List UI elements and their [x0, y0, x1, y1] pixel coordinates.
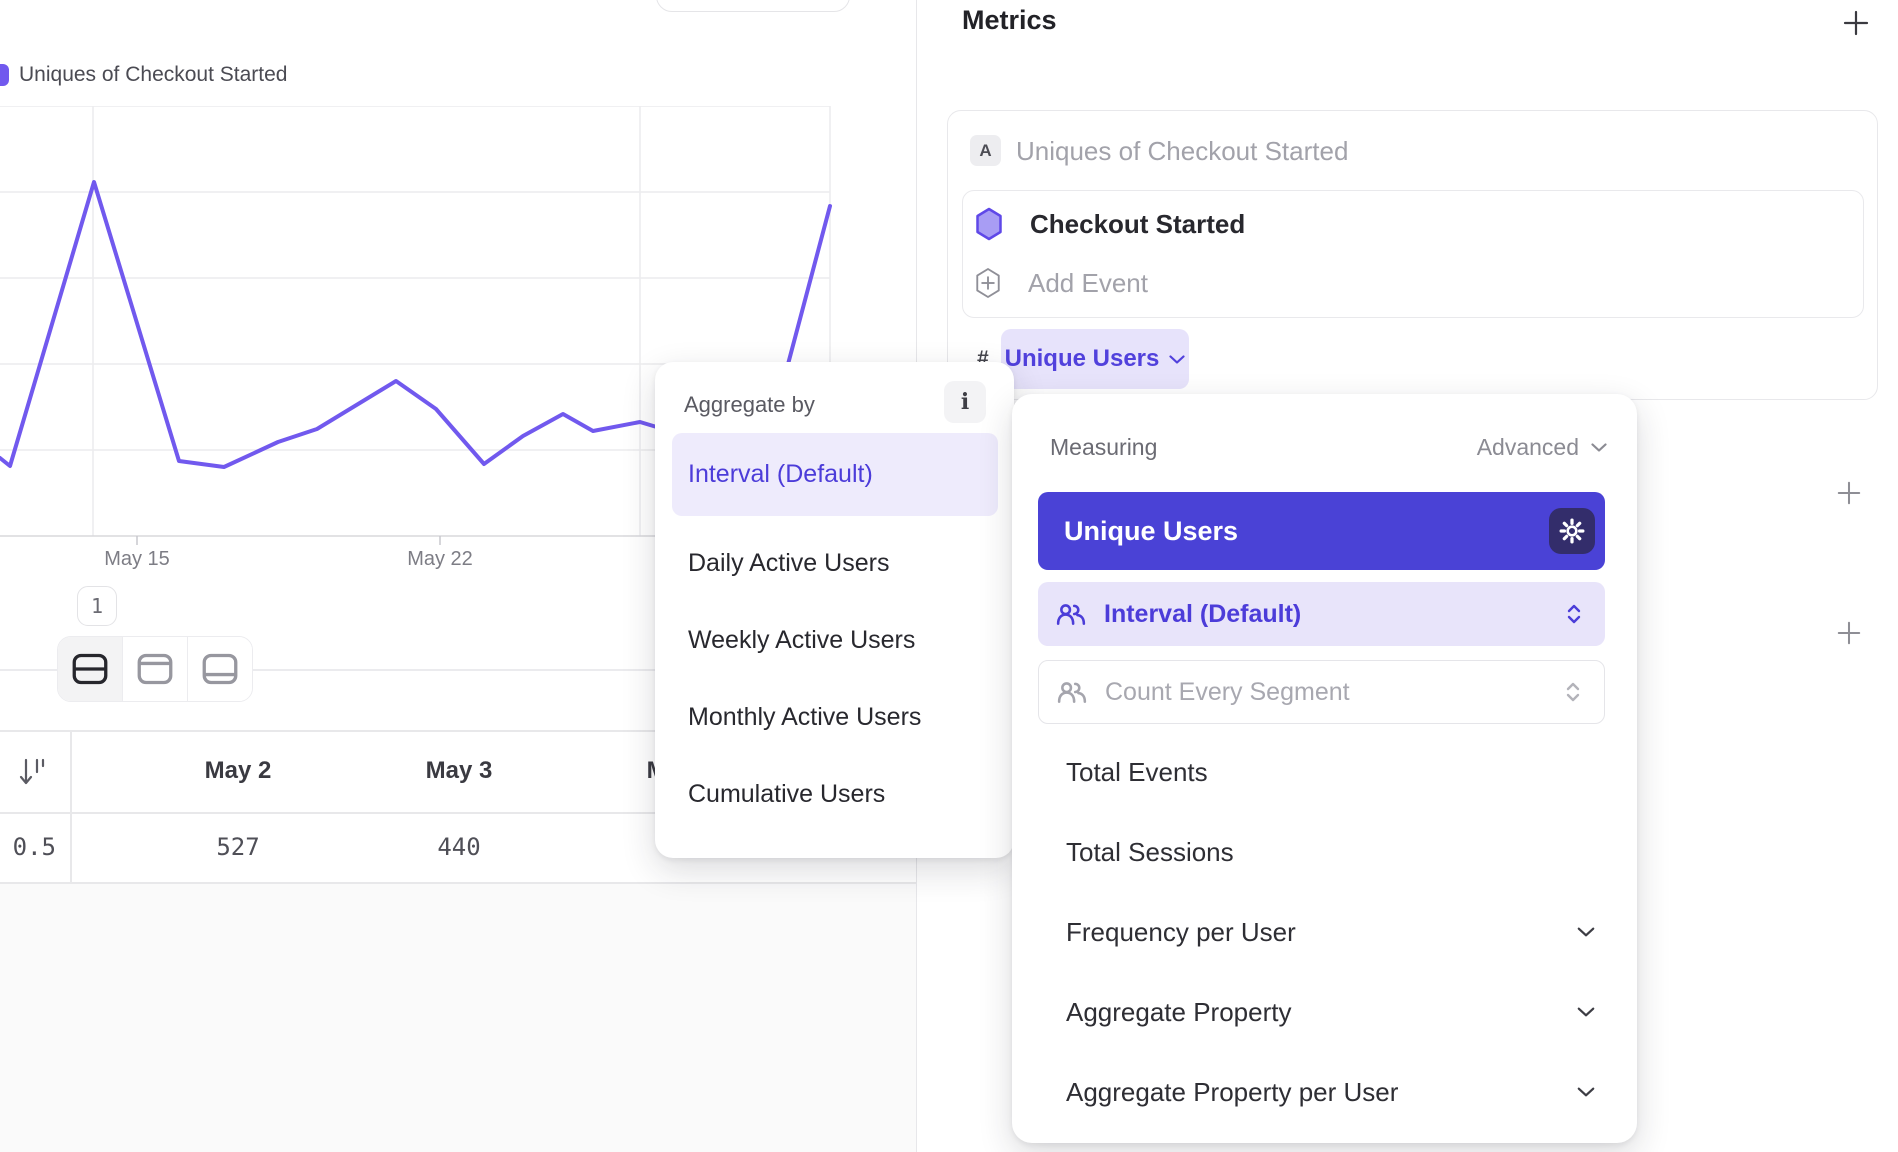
option-label: Total Sessions: [1066, 836, 1234, 867]
plus-icon: [1837, 621, 1861, 645]
toolbar-button-fragment[interactable]: [656, 0, 850, 12]
legend-label: Uniques of Checkout Started: [19, 63, 288, 86]
measuring-title: Measuring: [1050, 434, 1158, 460]
aggregate-option-mau[interactable]: Monthly Active Users: [688, 703, 922, 731]
aggregate-by-title: Aggregate by: [684, 392, 815, 417]
event-list-card: [962, 190, 1864, 318]
gear-icon: [1559, 518, 1585, 544]
chevron-down-icon: [1577, 1007, 1595, 1017]
table-top-border: [0, 730, 916, 732]
plus-icon: [1843, 10, 1869, 36]
measure-option-total-events[interactable]: Total Events: [1012, 732, 1637, 812]
option-label: Total Events: [1066, 756, 1208, 787]
info-button[interactable]: i: [944, 381, 986, 423]
table-frozen-divider: [70, 730, 72, 883]
aggregate-option-dau[interactable]: Daily Active Users: [688, 549, 890, 577]
metric-name-input[interactable]: Uniques of Checkout Started: [1016, 136, 1349, 166]
table-sort-button[interactable]: [16, 755, 50, 789]
measuring-popup: Measuring Advanced Unique Users: [1012, 394, 1637, 1143]
aggregate-by-popup: Aggregate by i Interval (Default) Daily …: [655, 362, 1014, 858]
measure-chip-unique-users[interactable]: Unique Users: [1001, 329, 1189, 389]
measure-option-total-sessions[interactable]: Total Sessions: [1012, 812, 1637, 892]
event-row-checkout-started[interactable]: Checkout Started: [974, 207, 1245, 241]
table-cell: 527: [216, 833, 260, 861]
chart-legend[interactable]: Uniques of Checkout Started: [0, 63, 288, 87]
table-header-may3[interactable]: May 3: [425, 757, 493, 784]
chevron-up-down-icon: [1567, 604, 1581, 624]
measure-option-aggregate-property-per-user[interactable]: Aggregate Property per User: [1012, 1052, 1637, 1132]
advanced-mode-label: Advanced: [1476, 434, 1579, 460]
aggregate-option-cumulative[interactable]: Cumulative Users: [688, 780, 886, 808]
chevron-down-icon: [1591, 443, 1607, 452]
metrics-section-title: Metrics: [962, 5, 1057, 35]
option-label: Frequency per User: [1066, 916, 1296, 947]
table-cell: 440: [437, 833, 481, 861]
measure-type-number-icon: #: [977, 347, 989, 370]
x-axis-label: May 22: [407, 548, 473, 570]
users-icon: [1056, 604, 1086, 625]
option-label: Aggregate Property: [1066, 996, 1292, 1027]
measure-option-frequency-per-user[interactable]: Frequency per User: [1012, 892, 1637, 972]
metric-letter-badge: A: [970, 135, 1001, 166]
event-hexagon-icon: [976, 207, 1002, 241]
table-row-label: 0.5: [12, 833, 56, 861]
interval-select-label: Interval (Default): [1104, 599, 1302, 628]
table-header-border: [0, 812, 916, 814]
measure-settings-button[interactable]: [1549, 508, 1595, 554]
measure-chip-label: Unique Users: [1004, 345, 1160, 372]
measure-option-label: Unique Users: [1064, 515, 1239, 546]
view-toggle: [57, 636, 253, 702]
view-toggle-bottom[interactable]: [188, 637, 252, 701]
interval-select[interactable]: Interval (Default): [1038, 582, 1605, 646]
aggregate-option-interval[interactable]: Interval (Default): [672, 433, 998, 516]
plus-icon: [1837, 481, 1861, 505]
add-metric-button[interactable]: [1841, 8, 1871, 38]
add-filter-button[interactable]: [1835, 479, 1863, 507]
series-count-badge[interactable]: 1: [77, 586, 117, 626]
option-label: Aggregate Property per User: [1066, 1076, 1399, 1107]
add-event-label: Add Event: [1028, 267, 1148, 298]
add-event-button[interactable]: Add Event: [974, 266, 1148, 300]
info-icon: i: [960, 389, 970, 415]
chevron-down-icon: [1577, 1087, 1595, 1097]
count-every-segment-label: Count Every Segment: [1105, 677, 1350, 706]
view-toggle-top[interactable]: [123, 637, 188, 701]
table-bottom-border: [0, 882, 916, 884]
chevron-up-down-icon: [1566, 682, 1580, 702]
split-rows-view-icon: [72, 653, 108, 685]
add-breakdown-button[interactable]: [1835, 619, 1863, 647]
x-axis-label: May 15: [104, 548, 170, 570]
advanced-mode-dropdown[interactable]: Advanced: [1477, 434, 1607, 461]
event-label: Checkout Started: [1030, 208, 1246, 239]
bottom-bar-view-icon: [202, 653, 238, 685]
legend-marker-icon: [0, 64, 9, 86]
aggregate-option-wau[interactable]: Weekly Active Users: [688, 626, 916, 654]
chevron-down-icon: [1169, 354, 1185, 364]
users-icon: [1057, 682, 1087, 703]
sort-descending-icon: [19, 758, 45, 785]
count-every-segment-select: Count Every Segment: [1038, 660, 1605, 724]
measure-option-aggregate-property[interactable]: Aggregate Property: [1012, 972, 1637, 1052]
measure-option-unique-users[interactable]: Unique Users: [1038, 492, 1605, 570]
section-divider: [0, 669, 916, 671]
top-bar-view-icon: [137, 653, 173, 685]
table-header-may2[interactable]: May 2: [204, 757, 272, 784]
add-event-hexagon-icon: [976, 268, 1000, 298]
chevron-down-icon: [1577, 927, 1595, 937]
view-toggle-split[interactable]: [58, 637, 123, 701]
page-background: [0, 883, 916, 1152]
